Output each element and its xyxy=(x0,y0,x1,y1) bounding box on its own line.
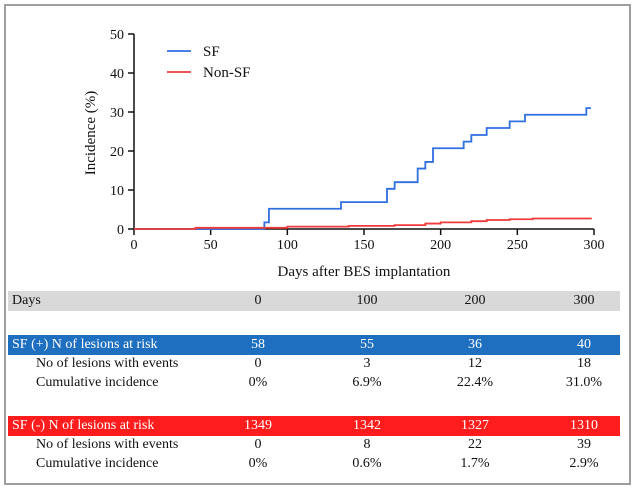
y-tick-label: 10 xyxy=(110,184,124,199)
table-cell: 58 xyxy=(251,337,265,352)
sf-pos-events-label: No of lesions with events xyxy=(36,356,179,371)
table-cell: 22 xyxy=(468,437,482,452)
x-tick-label: 300 xyxy=(584,238,605,253)
y-tick-label: 20 xyxy=(110,145,124,160)
table-cell: 6.9% xyxy=(352,375,382,390)
table-cell: 39 xyxy=(577,437,591,452)
table-cell: 0% xyxy=(248,456,268,471)
sf-pos-cum-label: Cumulative incidence xyxy=(36,375,159,390)
table-cell: 8 xyxy=(363,437,371,452)
chart-series xyxy=(134,107,592,230)
sf-pos-cum-row: Cumulative incidence 0% 6.9% 22.4% 31.0% xyxy=(8,373,620,393)
y-tick-label: 40 xyxy=(110,67,124,82)
series-line-non-sf xyxy=(134,217,592,230)
x-tick-label: 200 xyxy=(430,238,451,253)
km-chart: 0 10 20 30 40 50 0 50 100 150 200 250 300 SF Non-SF I… xyxy=(83,28,605,280)
header-col-0: 0 xyxy=(254,293,262,308)
table-header-row: Days 0 100 200 300 xyxy=(8,291,620,311)
table-cell: 40 xyxy=(577,337,591,352)
y-tick-label: 30 xyxy=(110,106,124,121)
table-cell: 22.4% xyxy=(456,375,494,390)
header-col-200: 200 xyxy=(464,293,486,308)
table-cell: 1327 xyxy=(461,418,489,433)
x-tick-label: 0 xyxy=(131,238,138,253)
sf-pos-risk-row: SF (+) N of lesions at risk 58 55 36 40 xyxy=(8,335,620,355)
table-cell: 36 xyxy=(468,337,482,352)
table-cell: 0.6% xyxy=(352,456,382,471)
sf-pos-risk-label: SF (+) N of lesions at risk xyxy=(12,337,158,352)
x-tick-label: 50 xyxy=(204,238,218,253)
x-tick-label: 150 xyxy=(354,238,375,253)
sf-neg-events-row: No of lesions with events 0 8 22 39 xyxy=(8,435,620,455)
sf-neg-cum-label: Cumulative incidence xyxy=(36,456,159,471)
table-cell: 1.7% xyxy=(460,456,490,471)
table-cell: 3 xyxy=(363,356,371,371)
legend-label: Non-SF xyxy=(203,65,251,81)
chart-legend: SF Non-SF xyxy=(167,44,251,81)
table-cell: 0% xyxy=(248,375,268,390)
table-cell: 12 xyxy=(468,356,482,371)
table-cell: 1310 xyxy=(570,418,598,433)
table-cell: 18 xyxy=(577,356,591,371)
legend-label: SF xyxy=(203,44,220,60)
sf-neg-events-label: No of lesions with events xyxy=(36,437,179,452)
sf-pos-events-row: No of lesions with events 0 3 12 18 xyxy=(8,354,620,374)
y-axis-label: Incidence (%) xyxy=(83,91,99,176)
table-cell: 31.0% xyxy=(565,375,603,390)
sf-neg-risk-row: SF (-) N of lesions at risk 1349 1342 13… xyxy=(8,416,620,436)
x-tick-label: 250 xyxy=(507,238,528,253)
sf-neg-risk-label: SF (-) N of lesions at risk xyxy=(12,418,155,433)
figure-frame xyxy=(4,4,631,485)
sf-neg-cum-row: Cumulative incidence 0% 0.6% 1.7% 2.9% xyxy=(8,454,620,474)
table-cell: 0 xyxy=(254,437,262,452)
table-header-label: Days xyxy=(12,293,41,308)
series-line-sf xyxy=(134,107,591,230)
table-cell: 2.9% xyxy=(569,456,599,471)
x-axis-label: Days after BES implantation xyxy=(278,264,451,280)
header-col-100: 100 xyxy=(356,293,378,308)
header-col-300: 300 xyxy=(573,293,595,308)
table-cell: 1349 xyxy=(244,418,272,433)
table-cell: 0 xyxy=(254,356,262,371)
table-cell: 55 xyxy=(360,337,374,352)
y-tick-label: 50 xyxy=(110,28,124,43)
x-tick-label: 100 xyxy=(277,238,298,253)
table-cell: 1342 xyxy=(353,418,381,433)
y-tick-label: 0 xyxy=(117,223,124,238)
